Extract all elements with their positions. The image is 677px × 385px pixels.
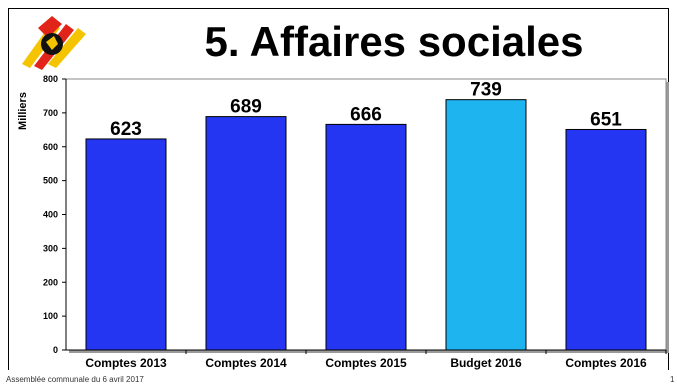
y-tick-label: 0: [53, 345, 58, 355]
frame-top-border: [8, 8, 669, 9]
data-label: 739: [470, 80, 502, 101]
y-tick-label: 400: [43, 210, 58, 220]
x-tick-label: Comptes 2016: [565, 356, 647, 370]
bar: [445, 99, 527, 351]
x-tick-label: Comptes 2015: [325, 356, 407, 370]
bar: [85, 138, 167, 351]
slide-footer: Assemblée communale du 6 avril 2017: [6, 375, 144, 384]
y-axis-title: Milliers: [17, 92, 29, 130]
commune-logo: [22, 16, 86, 70]
y-tick-label: 300: [43, 243, 58, 253]
y-tick-label: 100: [43, 311, 58, 321]
y-tick-label: 600: [43, 142, 58, 152]
y-tick-label: 700: [43, 108, 58, 118]
y-tick-label: 500: [43, 176, 58, 186]
frame-left-border: [8, 8, 9, 370]
x-tick-label: Comptes 2014: [205, 356, 287, 370]
data-label: 623: [110, 119, 142, 140]
bar: [565, 128, 647, 351]
x-tick-label: Comptes 2013: [85, 356, 167, 370]
y-tick-label: 800: [43, 74, 58, 84]
bar: [205, 116, 287, 351]
y-tick-label: 200: [43, 277, 58, 287]
data-label: 651: [590, 109, 622, 130]
x-tick-label: Budget 2016: [450, 356, 522, 370]
page-number: 1: [670, 375, 675, 384]
data-label: 666: [350, 104, 382, 125]
data-label: 689: [230, 97, 262, 118]
bar: [325, 123, 407, 351]
slide-title: 5. Affaires sociales: [204, 18, 584, 65]
